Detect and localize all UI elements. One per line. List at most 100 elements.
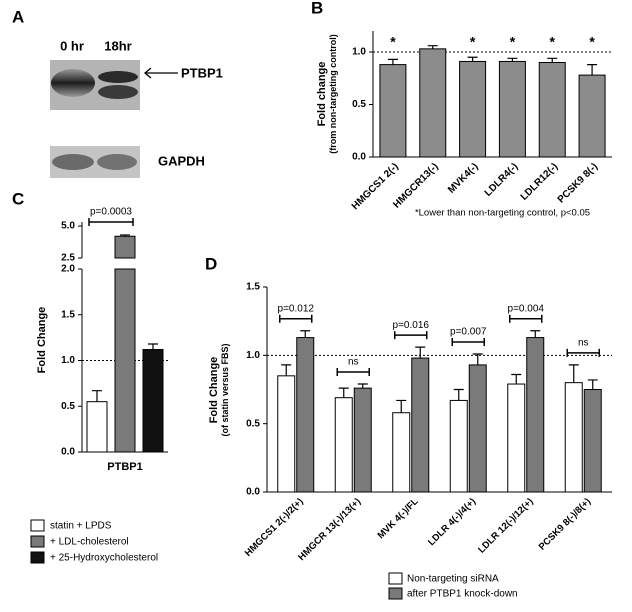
significance-label: p=0.016 [393,320,430,331]
panel-a: A 0 hr 18hr PTBP1 GAPDH [12,7,223,178]
x-tick-label: LDLR4(-) [483,161,521,199]
x-tick-label: HMGCS1 2(-)/2(+) [243,496,306,559]
error-bar [587,379,598,390]
blot-band [98,85,138,99]
error-bar [530,330,541,338]
error-bar [338,387,349,398]
blot-band [97,154,137,170]
blot-band [51,69,95,97]
error-bar [120,234,130,237]
legend-label: + LDL-cholesterol [50,537,129,548]
error-bar [281,364,292,376]
bar [142,349,164,453]
legend-label: + 25-Hydroxycholesterol [50,553,158,564]
significance-star: * [510,34,516,50]
x-tick-label: MVK 4(-)/FL [376,496,421,541]
legend-swatch [388,587,403,600]
bar [538,62,566,158]
y-axis-label-line: (of statin versus FBS) [220,343,230,436]
x-tick-label: PTBP1 [107,461,142,473]
panel-letter: D [205,254,217,273]
significance-label: p=0.0003 [90,207,132,218]
legend-swatch [30,519,45,532]
x-tick-label: HMGCR 13(-)/13(+) [296,496,363,563]
y-axis-label-line: Fold change [316,62,328,127]
y-axis-label-line: Fold Change [36,307,48,374]
panel-letter: C [12,189,24,208]
error-bar [92,390,102,402]
y-tick-label: 5.0 [61,221,75,232]
y-tick-label: 1.5 [246,282,260,293]
bar [583,389,602,493]
bar [449,399,468,493]
bar [564,382,583,493]
x-tick-label: LDLR12(-) [519,161,561,203]
bar [419,48,447,158]
y-tick-label: 1.0 [352,47,366,58]
y-tick-label: 1.0 [61,355,75,366]
y-tick-label: 0.0 [352,152,366,163]
bar [296,337,315,493]
error-bar [148,343,158,350]
y-tick-label: 0.5 [61,401,75,412]
y-tick-label: 2.5 [61,253,75,264]
y-tick-label: 1.0 [246,350,260,361]
error-bar [300,330,311,338]
bar [114,268,136,453]
error-bar [357,383,368,389]
bar [526,337,545,493]
bar [459,60,487,158]
legend-swatch [30,535,45,548]
x-tick-label: PCSK9 8(-) [556,161,600,205]
lane-label: 0 hr [60,38,84,53]
error-bar [427,45,438,49]
significance-star: * [550,34,556,50]
chart-D: D 0.0 0.5 1.0 1.5 Fold Change(of statin versu… [205,254,612,600]
bar [411,357,430,493]
significance-bracket [509,314,543,323]
panel-letter: A [12,7,24,26]
chart-C: C 0.0 0.5 1.0 1.5 2.02.5 5.0 Fold Change statin … [12,189,168,564]
y-axis-label: Fold Change(of statin versus FBS) [208,343,230,436]
error-bar [587,63,598,76]
bar [468,364,487,493]
bar [334,397,353,493]
error-bar [467,56,478,62]
significance-label: p=0.004 [508,303,545,314]
y-axis-label: Fold change(from non-targeting control) [316,34,338,153]
y-tick-label: 2.0 [61,264,75,275]
bar [353,387,372,493]
significance-bracket [336,368,370,377]
x-tick-label: LDLR 12(-)/12(+) [476,496,535,555]
error-bar [547,57,558,63]
y-axis-label-line: (from non-targeting control) [328,34,338,153]
bar [379,64,407,158]
blot-band [98,71,138,83]
x-tick-label: MVK4(-) [446,161,480,195]
significance-bracket [451,337,485,346]
error-bar [568,364,579,383]
y-tick-label: 0.5 [246,418,260,429]
bar [578,74,606,158]
y-axis-label-line: Fold Change [208,357,220,424]
error-bar [415,346,426,359]
y-tick-label: 0.0 [61,447,75,458]
x-tick-label: LDLR 4(-)/4(+) [426,496,478,548]
y-tick-label: 0.0 [246,487,260,498]
significance-label: ns [578,338,589,349]
significance-star: * [390,34,396,50]
significance-star: * [589,34,595,50]
significance-label: ns [348,357,359,368]
y-tick-label: 1.5 [61,309,75,320]
error-bar [511,373,522,385]
significance-bracket [279,314,313,323]
error-bar [472,353,483,365]
legend-swatch [30,551,45,564]
significance-bracket [394,331,428,340]
lane-label: 18hr [104,38,131,53]
bar [498,60,526,158]
band-label: PTBP1 [181,65,223,80]
bar [392,412,411,493]
significance-label: p=0.007 [450,327,487,338]
